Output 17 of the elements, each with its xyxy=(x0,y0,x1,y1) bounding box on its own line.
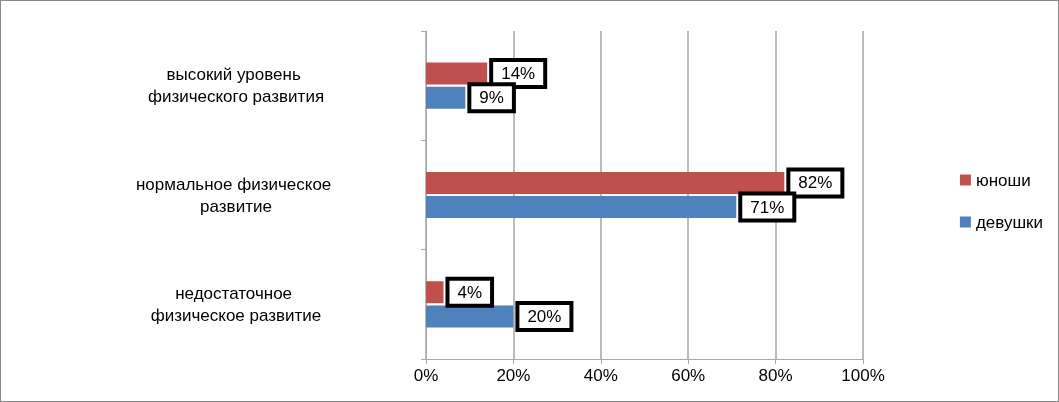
legend-label: юноши xyxy=(975,170,1031,190)
x-tick-label: 100% xyxy=(841,366,885,385)
x-tick-label: 40% xyxy=(583,366,618,385)
y-tick-label: высокий уровень физического развития xyxy=(147,65,325,107)
data-label: 82% xyxy=(798,173,833,193)
y-tick-label: нормальное физическое развитие xyxy=(135,174,337,216)
data-label: 14% xyxy=(501,64,536,84)
data-label: 4% xyxy=(457,282,483,302)
data-label: 9% xyxy=(479,88,504,108)
y-tick-label: недостаточное физическое развитие xyxy=(150,283,322,325)
x-tick-label: 20% xyxy=(496,366,531,385)
data-label: 71% xyxy=(750,197,785,217)
legend-label: девушки xyxy=(975,212,1044,232)
data-label: 20% xyxy=(527,306,562,326)
x-tick-label: 80% xyxy=(758,366,793,385)
x-tick-label: 0% xyxy=(413,366,439,385)
x-tick-label: 60% xyxy=(671,366,706,385)
